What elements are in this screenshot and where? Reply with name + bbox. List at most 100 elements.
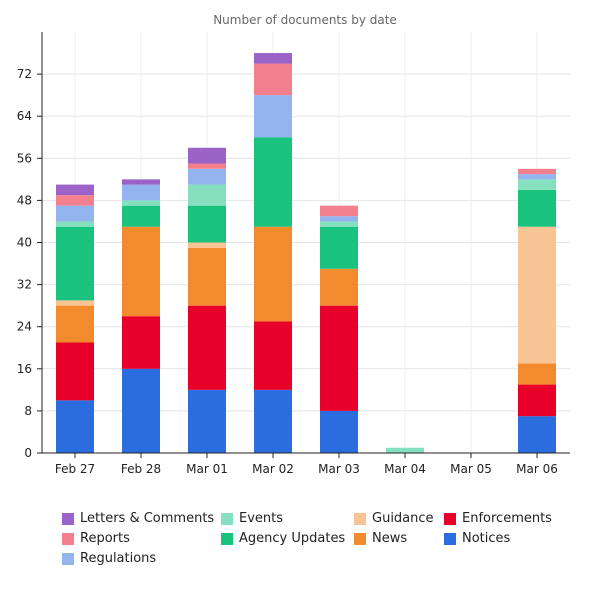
x-tick-label: Mar 06 [516, 462, 558, 476]
bar-segment-news [188, 247, 226, 306]
legend-label: Notices [462, 531, 511, 546]
x-tick-label: Mar 03 [318, 462, 360, 476]
legend-swatch [62, 532, 74, 545]
legend-item[interactable]: Regulations [62, 551, 156, 566]
legend-label: Regulations [80, 551, 157, 566]
bar-segment-news [518, 363, 556, 385]
bar-segment-guidance [56, 300, 94, 306]
bar-segment-agency-updates [254, 137, 292, 227]
bar-segment-agency-updates [188, 205, 226, 243]
y-tick-label: 40 [17, 236, 32, 250]
legend-item[interactable]: Agency Updates [221, 531, 345, 546]
x-tick-label: Mar 02 [252, 462, 294, 476]
bar-segment-notices [56, 400, 94, 453]
bar-segment-letters-comments [122, 179, 160, 185]
legend-label: News [372, 531, 408, 546]
x-tick-label: Mar 04 [384, 462, 426, 476]
bar-segment-news [56, 305, 94, 343]
y-tick-label: 8 [24, 404, 32, 418]
bar-segment-news [122, 226, 160, 317]
x-tick-labels: Feb 27 Feb 28 Mar 01 Mar 02 Mar 03 Mar 04 Mar … [55, 462, 558, 476]
bar-segment-regulations [122, 184, 160, 201]
bars [56, 53, 556, 453]
bar-segment-regulations [188, 168, 226, 185]
bar-segment-letters-comments [254, 53, 292, 64]
x-tick-label: Mar 05 [450, 462, 492, 476]
y-tick-label: 24 [17, 320, 32, 334]
chart-title: Number of documents by date [213, 13, 397, 27]
legend-item[interactable]: Events [221, 511, 283, 526]
y-tick-label: 64 [17, 109, 32, 123]
legend-item[interactable]: News [354, 531, 407, 546]
bar-segment-reports [320, 205, 358, 217]
legend-swatch [354, 512, 366, 525]
x-tick-label: Mar 01 [186, 462, 228, 476]
bar-segment-agency-updates [518, 189, 556, 227]
bar-segment-agency-updates [56, 226, 94, 301]
legend-label: Letters & Comments [80, 511, 215, 526]
bar-segment-regulations [254, 95, 292, 138]
bar-segment-events [386, 447, 424, 453]
bar-segment-letters-comments [56, 184, 94, 196]
y-tick-label: 32 [17, 278, 32, 292]
bar-segment-events [122, 200, 160, 206]
legend-item[interactable]: Guidance [354, 511, 434, 526]
bar-segment-reports [254, 63, 292, 96]
bar-segment-regulations [518, 174, 556, 180]
bar-segment-enforcements [254, 321, 292, 390]
bar-segment-events [518, 179, 556, 190]
legend-swatch [62, 552, 74, 565]
legend-swatch [354, 532, 366, 545]
legend-item[interactable]: Letters & Comments [62, 511, 214, 526]
y-tick-label: 72 [17, 67, 32, 81]
bar-segment-regulations [56, 205, 94, 222]
bar-segment-events [320, 221, 358, 227]
legend-label: Agency Updates [239, 531, 346, 546]
legend-item[interactable]: Enforcements [444, 511, 552, 526]
bar-segment-news [254, 226, 292, 322]
bar-segment-events [188, 184, 226, 206]
legend-swatch [62, 512, 74, 525]
bar-segment-notices [320, 410, 358, 453]
bar-segment-notices [254, 389, 292, 453]
bar-segment-guidance [518, 226, 556, 364]
bar-segment-letters-comments [188, 147, 226, 164]
y-tick-label: 56 [17, 151, 32, 165]
legend-label: Enforcements [462, 511, 552, 526]
legend-swatch [444, 512, 456, 525]
legend-item[interactable]: Notices [444, 531, 510, 546]
bar-segment-notices [188, 389, 226, 453]
y-tick-labels: 0 8 16 24 32 40 48 56 64 72 [17, 67, 32, 460]
grid-lines [42, 32, 570, 453]
bar-segment-events [56, 221, 94, 227]
legend-swatch [221, 532, 233, 545]
bar-segment-notices [518, 416, 556, 453]
bar-segment-enforcements [188, 305, 226, 390]
bar-segment-guidance [188, 242, 226, 248]
bar-segment-agency-updates [122, 205, 160, 227]
bar-segment-reports [188, 163, 226, 169]
legend-label: Events [239, 511, 284, 526]
y-tick-label: 48 [17, 193, 32, 207]
legend-swatch [221, 512, 233, 525]
bar-segment-agency-updates [320, 226, 358, 269]
bar-segment-enforcements [320, 305, 358, 411]
bar-segment-regulations [320, 216, 358, 222]
bar-segment-enforcements [56, 342, 94, 401]
y-tick-label: 0 [24, 446, 32, 460]
legend-label: Reports [80, 531, 130, 546]
bar-segment-enforcements [122, 316, 160, 369]
bar-segment-reports [56, 195, 94, 206]
bar-segment-reports [518, 168, 556, 175]
bar-segment-enforcements [518, 384, 556, 417]
y-tick-label: 16 [17, 362, 32, 376]
legend-swatch [444, 532, 456, 545]
legend-item[interactable]: Reports [62, 531, 130, 546]
x-tick-label: Feb 27 [55, 462, 95, 476]
axes [37, 32, 570, 458]
legend-label: Guidance [372, 511, 434, 526]
bar-segment-news [320, 268, 358, 306]
bar-segment-notices [122, 368, 160, 453]
x-tick-label: Feb 28 [121, 462, 161, 476]
